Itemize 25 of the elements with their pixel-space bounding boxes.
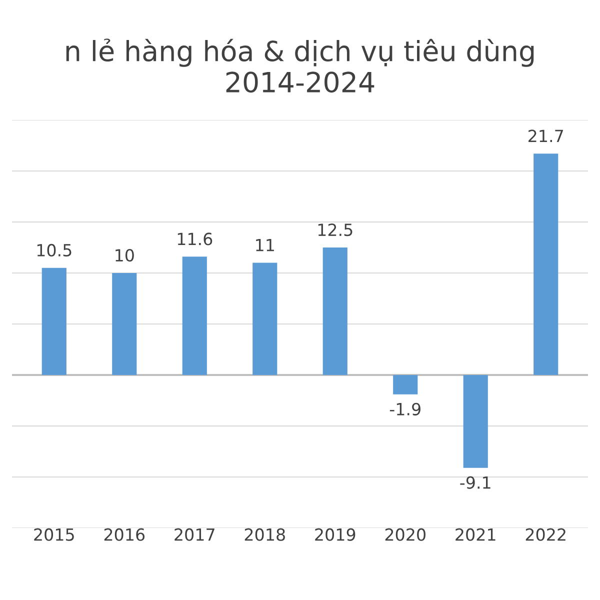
bar <box>463 375 488 468</box>
bar <box>393 375 418 394</box>
data-label: 11.6 <box>178 232 212 246</box>
data-label: 21.7 <box>528 130 563 142</box>
bar <box>322 248 348 375</box>
x-tick-label: 2015 <box>34 528 74 541</box>
data-label: 12.5 <box>318 224 352 236</box>
chart-title: n lẻ hàng hóa & dịch vụ tiêu dùng 2014-2024 <box>66 38 534 93</box>
bar <box>42 268 66 375</box>
x-tick-label: 2016 <box>104 528 145 541</box>
x-tick-label: 2018 <box>244 528 285 541</box>
bar <box>534 154 558 375</box>
data-label: 10 <box>116 249 134 262</box>
x-tick-label: 2020 <box>385 528 426 541</box>
x-tick-label: 2021 <box>456 528 496 541</box>
bar <box>182 256 207 375</box>
x-tick-label: 2019 <box>315 528 356 541</box>
data-label: 10.5 <box>37 244 72 257</box>
bar <box>252 262 278 375</box>
x-tick-label: 2022 <box>526 528 566 541</box>
data-label: -9.1 <box>460 476 490 489</box>
bar <box>112 273 137 375</box>
data-label: -1.9 <box>390 402 420 416</box>
x-tick-label: 2017 <box>174 528 214 541</box>
data-label: 11 <box>256 239 274 252</box>
